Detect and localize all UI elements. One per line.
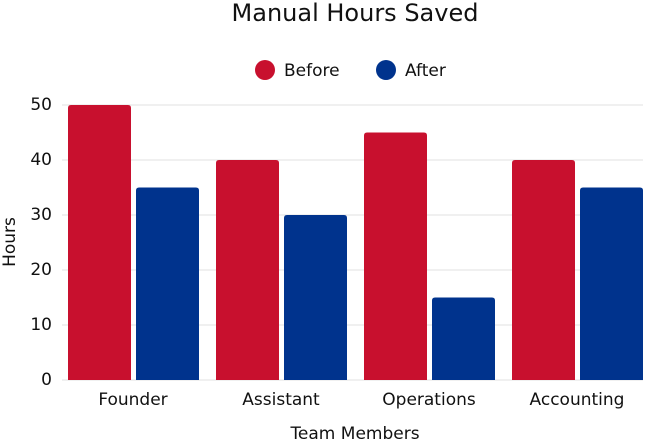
chart-title: Manual Hours Saved	[232, 0, 479, 27]
y-tick-label: 50	[30, 95, 52, 115]
x-tick-label: Accounting	[530, 390, 625, 410]
y-tick-label: 30	[30, 205, 52, 225]
y-tick-label: 20	[30, 260, 52, 280]
x-tick-label: Assistant	[242, 390, 320, 410]
bar	[364, 132, 427, 380]
legend-label: After	[405, 61, 446, 81]
bar	[284, 215, 347, 380]
x-tick-label: Operations	[382, 390, 476, 410]
y-tick-label: 0	[41, 370, 52, 390]
bar	[136, 187, 199, 380]
bar	[68, 105, 131, 380]
bar	[512, 160, 575, 380]
legend-marker	[255, 60, 275, 80]
bar	[432, 297, 495, 380]
bar	[580, 187, 643, 380]
legend-label: Before	[284, 61, 340, 81]
legend-marker	[376, 60, 396, 80]
bar	[216, 160, 279, 380]
y-tick-label: 40	[30, 150, 52, 170]
y-axis-label: Hours	[0, 217, 20, 267]
x-tick-label: Founder	[98, 390, 167, 410]
x-axis-label: Team Members	[289, 424, 419, 443]
y-tick-label: 10	[30, 315, 52, 335]
